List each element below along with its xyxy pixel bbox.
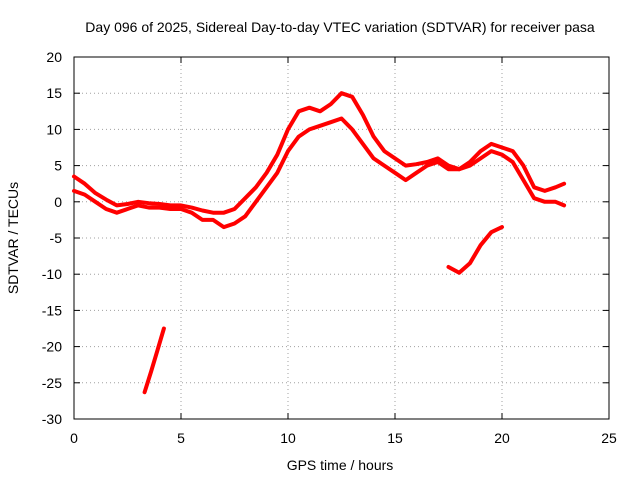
y-tick-label: -5 (50, 230, 63, 246)
data-series (72, 91, 567, 395)
y-tick-label: -15 (42, 302, 62, 318)
y-tick-label: 0 (54, 194, 62, 210)
x-tick-label: 15 (387, 430, 403, 446)
axis-ticks: 0 5 10 15 20 25 -30 -25 -20 -15 -10 -5 0 5 10 15 20 (42, 49, 617, 446)
x-tick-label: 0 (70, 430, 78, 446)
series-line-main-trace-lower (72, 116, 567, 230)
y-tick-label: -10 (42, 266, 62, 282)
y-tick-label: 15 (46, 85, 62, 101)
series-line-main-trace-upper (72, 91, 567, 215)
x-axis-label: GPS time / hours (287, 457, 394, 473)
y-tick-label: -20 (42, 339, 62, 355)
y-axis-label: SDTVAR / TECUs (5, 182, 21, 294)
y-tick-label: 10 (46, 121, 62, 137)
y-tick-label: -25 (42, 375, 62, 391)
y-tick-label: 5 (54, 158, 62, 174)
x-tick-label: 20 (494, 430, 510, 446)
x-tick-label: 5 (177, 430, 185, 446)
series-line-late-arc (446, 225, 504, 275)
series-line-short-arc (142, 326, 166, 395)
x-tick-label: 25 (601, 430, 617, 446)
y-tick-label: -30 (42, 411, 62, 427)
y-tick-label: 20 (46, 49, 62, 65)
chart-title: Day 096 of 2025, Sidereal Day-to-day VTE… (85, 19, 595, 35)
grid-lines (74, 57, 609, 419)
x-tick-label: 10 (280, 430, 296, 446)
